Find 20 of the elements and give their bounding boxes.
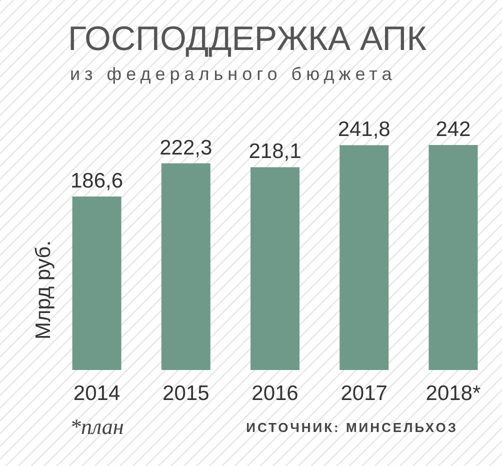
x-tick-label: 2014 [73,382,120,405]
x-tick-label: 2017 [340,382,388,405]
data-label: 186,6 [70,170,124,193]
y-axis-title: Млрд руб. [32,240,55,340]
data-label: 218,1 [248,140,302,164]
data-label: 242 [436,118,471,141]
bar [161,163,210,370]
bar [428,145,478,370]
chart-title: ГОСПОДДЕРЖКА АПК [68,20,427,58]
x-tick-label: 2018* [426,382,481,405]
bar [72,196,122,370]
text: *план [70,414,124,439]
data-label: 241,8 [338,118,390,142]
chart-subtitle: из федерального бюджета [70,64,396,84]
x-tick-label: 2016 [252,382,298,405]
data-label: 222,3 [160,136,212,160]
x-tick-label: 2015 [162,382,210,405]
bar [340,145,389,370]
bar [250,167,300,370]
text: ИСТОЧНИК: МИНСЕЛЬХОЗ [246,420,458,435]
